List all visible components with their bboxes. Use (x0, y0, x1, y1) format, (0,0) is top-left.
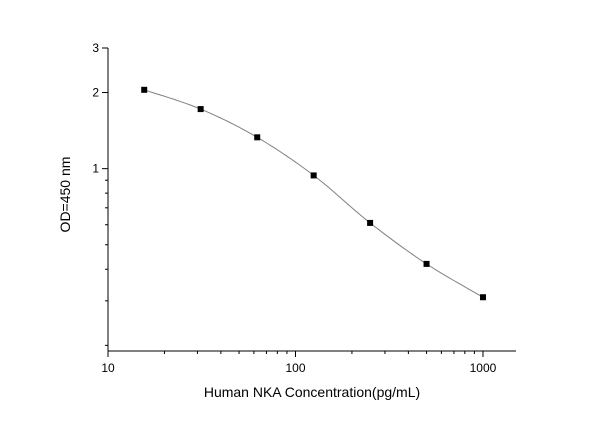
y-axis-label: OD=450 nm (57, 157, 73, 233)
data-point (197, 106, 204, 113)
data-point (310, 172, 317, 179)
data-point (423, 260, 430, 267)
plot-area: 10 100 1000 1 2 3 (92, 41, 516, 375)
data-point (254, 134, 261, 141)
y-tick-label: 1 (92, 162, 99, 176)
y-ticks: 1 2 3 (92, 41, 108, 346)
y-tick-label: 3 (92, 41, 99, 55)
x-tick-label: 10 (101, 361, 115, 375)
data-point (367, 219, 374, 226)
data-points (141, 86, 486, 301)
data-point (141, 86, 148, 93)
x-ticks: 10 100 1000 (101, 351, 497, 375)
y-tick-label: 2 (92, 86, 99, 100)
series-line (144, 89, 484, 298)
x-axis-label: Human NKA Concentration(pg/mL) (204, 384, 420, 400)
x-tick-label: 100 (285, 361, 305, 375)
data-point (479, 294, 486, 301)
x-tick-label: 1000 (470, 361, 497, 375)
